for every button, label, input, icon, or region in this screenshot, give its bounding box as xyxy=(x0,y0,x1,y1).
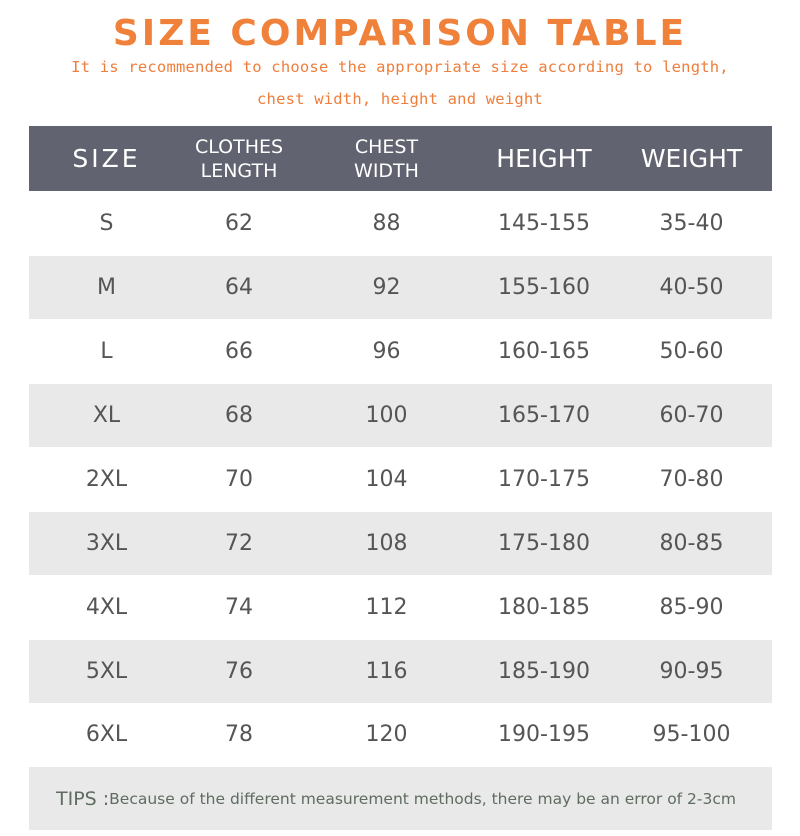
header-chest-line-2: WIDTH xyxy=(354,159,419,182)
header-chest-line-1: CHEST xyxy=(354,135,419,158)
cell-weight: 95-100 xyxy=(652,722,731,747)
table-row: S 62 88 145-155 35-40 xyxy=(29,192,772,255)
table-row: XL 68 100 165-170 60-70 xyxy=(29,384,772,447)
cell-size: M xyxy=(97,275,116,300)
cell-length: 62 xyxy=(225,211,253,236)
cell-length: 72 xyxy=(225,531,253,556)
cell-weight: 50-60 xyxy=(659,339,724,364)
header-clothes-length: CLOTHES LENGTH xyxy=(174,126,304,191)
cell-weight: 90-95 xyxy=(659,659,724,684)
tips-bar: TIPS : Because of the different measurem… xyxy=(29,767,772,830)
table-row: L 66 96 160-165 50-60 xyxy=(29,320,772,383)
cell-size: 3XL xyxy=(85,531,128,556)
cell-length: 66 xyxy=(225,339,253,364)
tips-text: Because of the different measurement met… xyxy=(109,789,736,808)
cell-height: 190-195 xyxy=(498,722,590,747)
header-clothes-line-1: CLOTHES xyxy=(194,135,284,158)
tips-label: TIPS : xyxy=(56,787,110,810)
cell-length: 68 xyxy=(225,403,253,428)
cell-size: 4XL xyxy=(85,595,128,620)
cell-size: L xyxy=(100,339,113,364)
header-weight: WEIGHT xyxy=(640,143,743,173)
cell-height: 175-180 xyxy=(498,531,590,556)
cell-height: 155-160 xyxy=(498,275,590,300)
cell-chest: 100 xyxy=(365,403,408,428)
cell-length: 76 xyxy=(225,659,253,684)
header-height: HEIGHT xyxy=(496,143,592,173)
header-size: SIZE xyxy=(72,143,141,173)
cell-height: 170-175 xyxy=(498,467,590,492)
cell-chest: 112 xyxy=(365,595,408,620)
cell-weight: 85-90 xyxy=(659,595,724,620)
cell-size: S xyxy=(99,211,114,236)
cell-chest: 116 xyxy=(365,659,408,684)
cell-height: 160-165 xyxy=(498,339,590,364)
header-chest-width: CHEST WIDTH xyxy=(319,126,454,191)
table-row: 2XL 70 104 170-175 70-80 xyxy=(29,448,772,511)
cell-length: 70 xyxy=(225,467,253,492)
cell-size: 5XL xyxy=(85,659,128,684)
cell-weight: 60-70 xyxy=(659,403,724,428)
page-title: SIZE COMPARISON TABLE xyxy=(112,13,688,54)
table-row: 4XL 74 112 180-185 85-90 xyxy=(29,576,772,639)
cell-chest: 120 xyxy=(365,722,408,747)
table-row: M 64 92 155-160 40-50 xyxy=(29,256,772,319)
cell-length: 78 xyxy=(225,722,253,747)
cell-weight: 40-50 xyxy=(659,275,724,300)
cell-height: 165-170 xyxy=(498,403,590,428)
cell-height: 185-190 xyxy=(498,659,590,684)
cell-weight: 35-40 xyxy=(659,211,724,236)
subtitle-line-2: chest width, height and weight xyxy=(257,90,543,108)
cell-height: 145-155 xyxy=(498,211,590,236)
cell-length: 64 xyxy=(225,275,253,300)
cell-size: 6XL xyxy=(85,722,128,747)
cell-chest: 92 xyxy=(372,275,401,300)
table-header: SIZE CLOTHES LENGTH CHEST WIDTH HEIGHT W… xyxy=(29,126,772,191)
cell-weight: 80-85 xyxy=(659,531,724,556)
cell-height: 180-185 xyxy=(498,595,590,620)
header-clothes-line-2: LENGTH xyxy=(200,159,278,182)
subtitle-line-1: It is recommended to choose the appropri… xyxy=(71,58,729,76)
cell-chest: 88 xyxy=(372,211,401,236)
table-row: 3XL 72 108 175-180 80-85 xyxy=(29,512,772,575)
cell-size: 2XL xyxy=(85,467,128,492)
cell-weight: 70-80 xyxy=(659,467,724,492)
cell-size: XL xyxy=(92,403,121,428)
table-row: 6XL 78 120 190-195 95-100 xyxy=(29,703,772,766)
cell-chest: 108 xyxy=(365,531,408,556)
table-row: 5XL 76 116 185-190 90-95 xyxy=(29,640,772,703)
cell-chest: 104 xyxy=(365,467,408,492)
cell-chest: 96 xyxy=(372,339,401,364)
cell-length: 74 xyxy=(225,595,253,620)
